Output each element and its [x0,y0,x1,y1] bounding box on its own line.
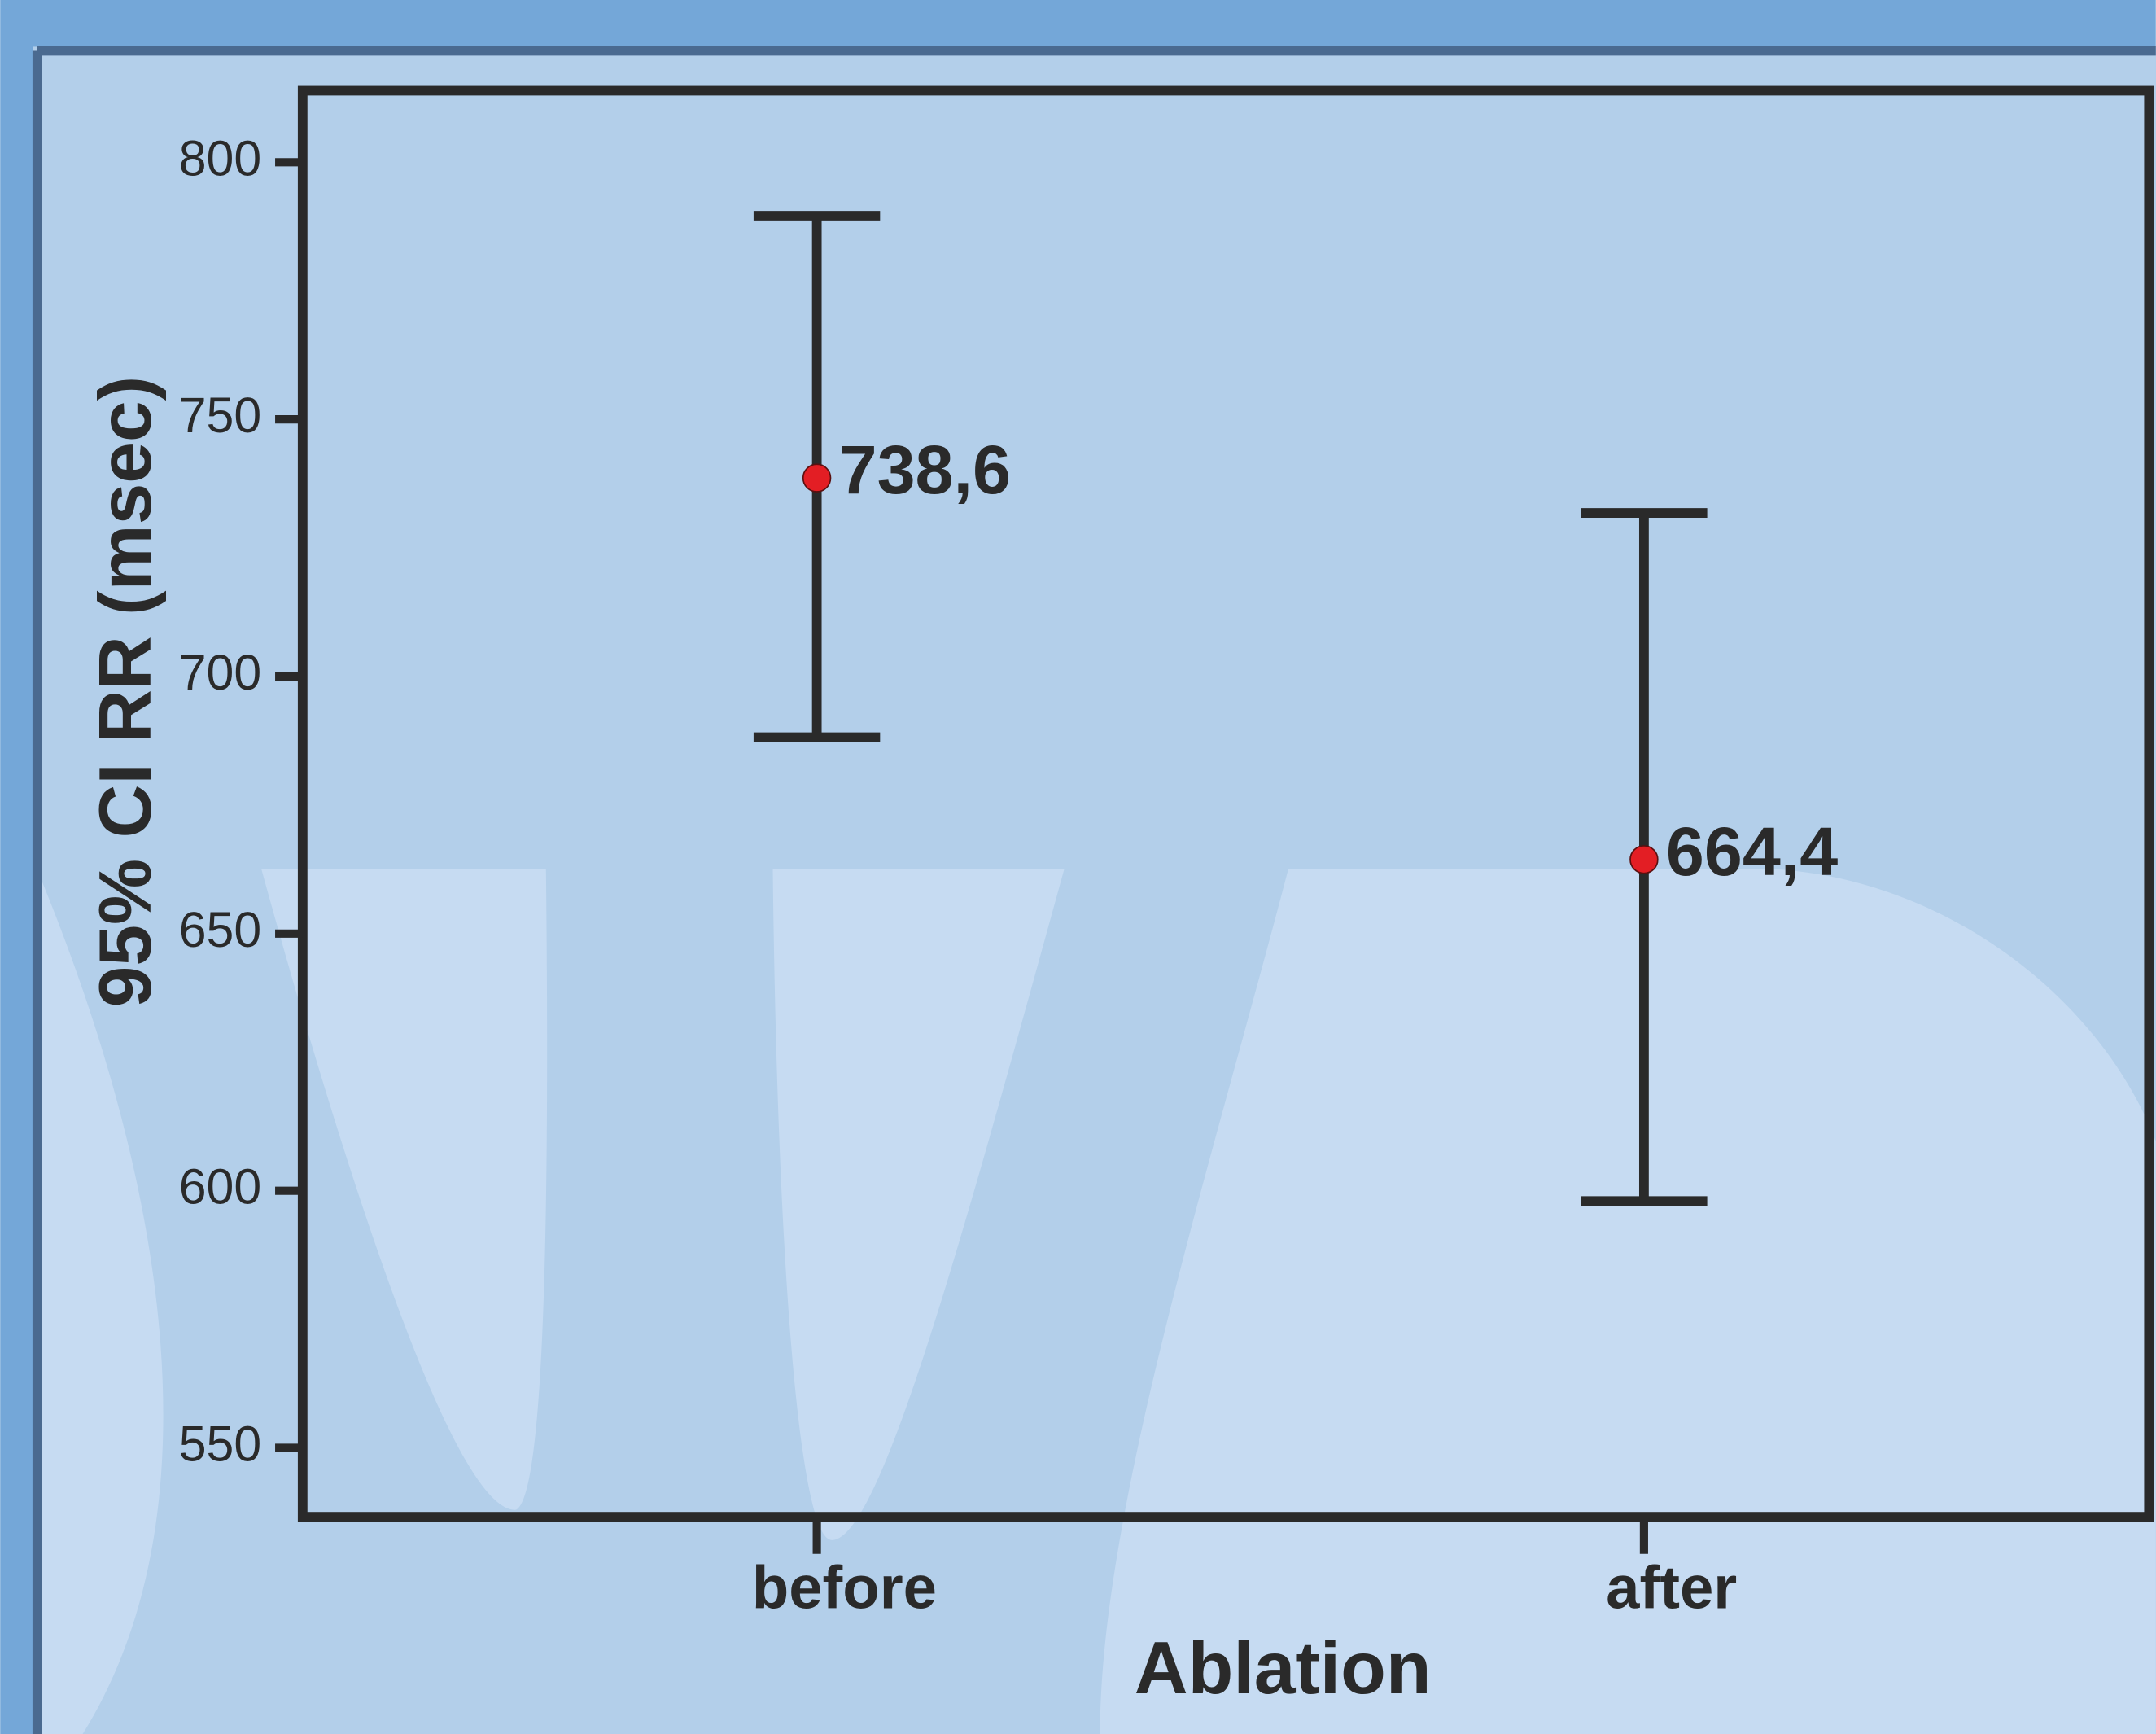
x-tick-label: before [752,1554,937,1622]
point [1630,846,1658,874]
y-tick-label: 550 [179,1417,261,1472]
x-axis-title: Ablation [1135,1627,1432,1710]
y-tick-label: 750 [179,388,261,443]
y-axis-title: 95% CI RR (msec) [84,376,167,1008]
y-tick-label: 800 [179,130,261,186]
x-tick-label: after [1606,1554,1737,1622]
y-tick-label: 700 [179,645,261,700]
value-label: 738,6 [839,431,1011,508]
y-tick-label: 600 [179,1159,261,1215]
chart: 95% CI RR (msec) Ablation 550 600 650 700 75… [0,0,2156,1734]
value-label: 664,4 [1666,813,1838,890]
point [803,464,831,492]
y-tick-label: 650 [179,902,261,957]
